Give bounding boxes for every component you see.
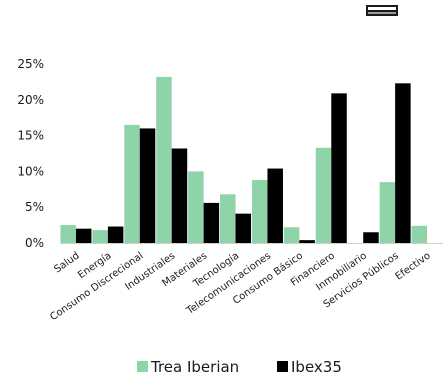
bar-trea-iberian — [92, 230, 108, 243]
bar-ibex35 — [107, 226, 124, 243]
y-tick-label: 0% — [25, 236, 44, 250]
bar-ibex35 — [203, 202, 220, 243]
y-tick-label: 20% — [17, 93, 44, 107]
bar-trea-iberian — [188, 171, 204, 243]
bar-ibex35 — [235, 213, 252, 243]
legend: Trea Iberian Ibex35 — [137, 358, 342, 376]
y-tick-label: 10% — [17, 164, 44, 178]
bar-ibex35 — [363, 232, 379, 243]
bar-ibex35 — [395, 83, 411, 243]
y-tick-label: 5% — [25, 200, 44, 214]
bar-ibex35 — [75, 228, 92, 243]
bar-trea-iberian — [60, 225, 76, 243]
bar-ibex35 — [139, 128, 156, 243]
bar-trea-iberian — [315, 147, 332, 243]
bar-trea-iberian — [156, 76, 172, 243]
bars-group — [60, 76, 428, 243]
bar-ibex35 — [299, 240, 315, 243]
legend-label-ibex35: Ibex35 — [291, 358, 342, 376]
x-category-label: Efectivo — [393, 250, 432, 282]
legend-swatch-trea-iberian — [137, 361, 148, 372]
bar-trea-iberian — [283, 227, 300, 243]
bar-trea-iberian — [379, 182, 396, 243]
bar-trea-iberian — [220, 194, 236, 243]
brand-logo-icon — [366, 5, 398, 16]
y-tick-label: 15% — [17, 129, 44, 143]
bar-trea-iberian — [124, 124, 140, 243]
bar-ibex35 — [171, 148, 188, 243]
bar-ibex35 — [331, 93, 347, 243]
y-axis: 0% 5% 10% 15% 20% 25% — [17, 57, 44, 250]
legend-swatch-ibex35 — [277, 361, 288, 372]
bar-trea-iberian — [411, 225, 428, 243]
legend-label-trea-iberian: Trea Iberian — [150, 358, 239, 376]
bar-trea-iberian — [251, 179, 268, 243]
y-tick-label: 25% — [17, 57, 44, 71]
bar-ibex35 — [267, 168, 283, 243]
